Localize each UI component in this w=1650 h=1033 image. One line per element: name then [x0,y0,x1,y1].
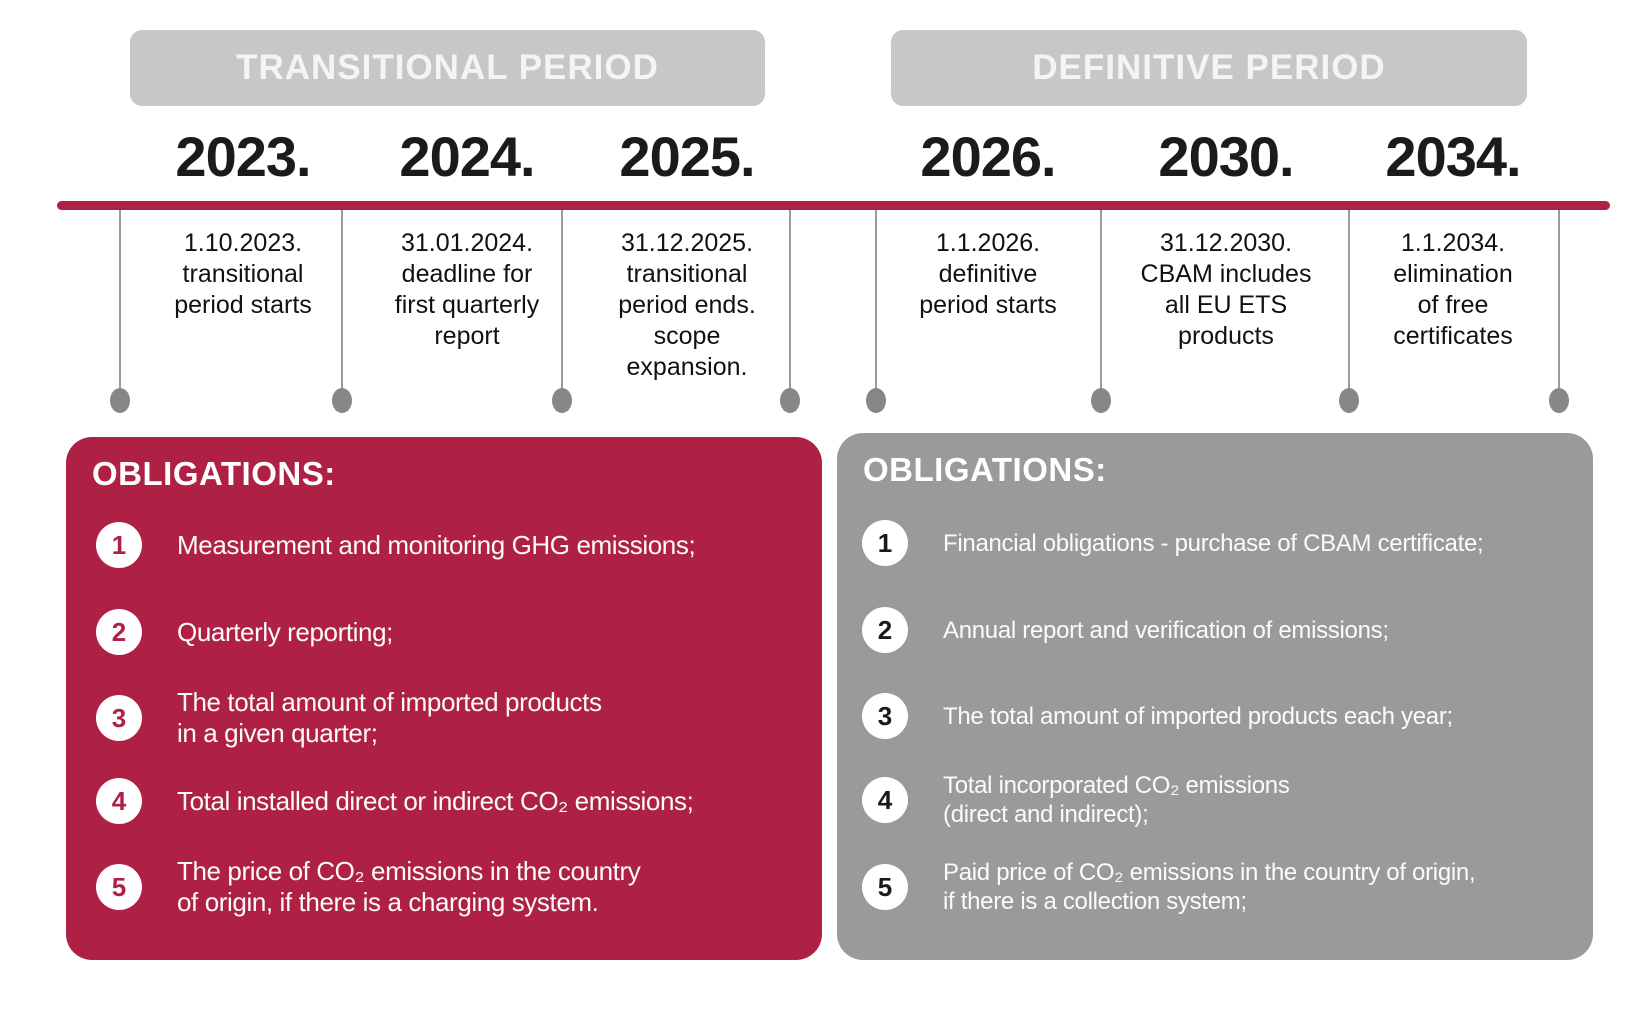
year-label-2025: 2025. [619,124,755,188]
timeline-tick [341,210,343,390]
transitional-obligations-box: OBLIGATIONS: 1 Measurement and monitorin… [66,437,822,960]
obligations-title: OBLIGATIONS: [863,451,1107,488]
item-number-badge: 3 [862,693,908,739]
item-number-badge: 2 [862,607,908,653]
obligation-item: 5 The price of CO₂ emissions in the coun… [66,855,822,919]
obligations-title: OBLIGATIONS: [92,455,336,492]
timeline-tick [789,210,791,390]
year-label-2030: 2030. [1158,124,1294,188]
timeline-tick [875,210,877,390]
year-label-2024: 2024. [399,124,535,188]
definitive-obligations-box: OBLIGATIONS: 1 Financial obligations - p… [837,433,1593,960]
item-text: The price of CO₂ emissions in the countr… [177,856,641,917]
item-number-badge: 4 [862,777,908,823]
transitional-period-header: TRANSITIONAL PERIOD [130,30,765,106]
item-number-badge: 4 [96,778,142,824]
item-text: Annual report and verification of emissi… [943,616,1389,644]
timeline-dot [1091,388,1111,413]
definitive-period-header: DEFINITIVE PERIOD [891,30,1527,106]
timeline-tick [561,210,563,390]
obligation-item: 1 Financial obligations - purchase of CB… [837,511,1593,575]
obligation-item: 3 The total amount of imported products … [66,686,822,750]
event-2025: 31.12.2025. transitional period ends. sc… [618,229,756,381]
event-2024: 31.01.2024. deadline for first quarterly… [394,229,540,350]
timeline-bar [57,201,1610,210]
obligation-item: 4 Total incorporated CO₂ emissions (dire… [837,768,1593,832]
timeline-dot [110,388,130,413]
item-text: Financial obligations - purchase of CBAM… [943,529,1484,557]
timeline-tick [1348,210,1350,390]
item-text: Total incorporated CO₂ emissions (direct… [943,772,1290,828]
item-text: Paid price of CO₂ emissions in the count… [943,859,1476,915]
event-2034: 1.1.2034. elimination of free certificat… [1393,229,1513,350]
timeline-dot [332,388,352,413]
year-label-2034: 2034. [1385,124,1521,188]
event-2030: 31.12.2030. CBAM includes all EU ETS pro… [1140,229,1312,350]
timeline-tick [1558,210,1560,390]
transitional-period-label: TRANSITIONAL PERIOD [236,48,659,87]
item-number-badge: 5 [96,864,142,910]
item-number-badge: 1 [96,522,142,568]
obligation-item: 4 Total installed direct or indirect CO₂… [66,769,822,833]
item-number-badge: 2 [96,609,142,655]
obligation-item: 3 The total amount of imported products … [837,684,1593,748]
timeline-dot [1549,388,1569,413]
event-2023: 1.10.2023. transitional period starts [174,229,312,319]
year-label-2023: 2023. [175,124,311,188]
timeline-dot [866,388,886,413]
year-label-2026: 2026. [920,124,1056,188]
event-2026: 1.1.2026. definitive period starts [919,229,1057,319]
definitive-period-label: DEFINITIVE PERIOD [1032,48,1386,87]
item-text: The total amount of imported products ea… [943,702,1453,730]
item-number-badge: 3 [96,695,142,741]
item-text: The total amount of imported products in… [177,687,602,748]
obligation-item: 2 Annual report and verification of emis… [837,598,1593,662]
timeline-dot [552,388,572,413]
item-text: Measurement and monitoring GHG emissions… [177,529,696,560]
item-text: Total installed direct or indirect CO₂ e… [177,785,694,816]
item-number-badge: 1 [862,520,908,566]
obligation-item: 1 Measurement and monitoring GHG emissio… [66,513,822,577]
timeline-tick [119,210,121,390]
item-text: Quarterly reporting; [177,616,393,647]
timeline-dot [1339,388,1359,413]
timeline-dot [780,388,800,413]
obligation-item: 5 Paid price of CO₂ emissions in the cou… [837,855,1593,919]
obligation-item: 2 Quarterly reporting; [66,600,822,664]
timeline-tick [1100,210,1102,390]
item-number-badge: 5 [862,864,908,910]
